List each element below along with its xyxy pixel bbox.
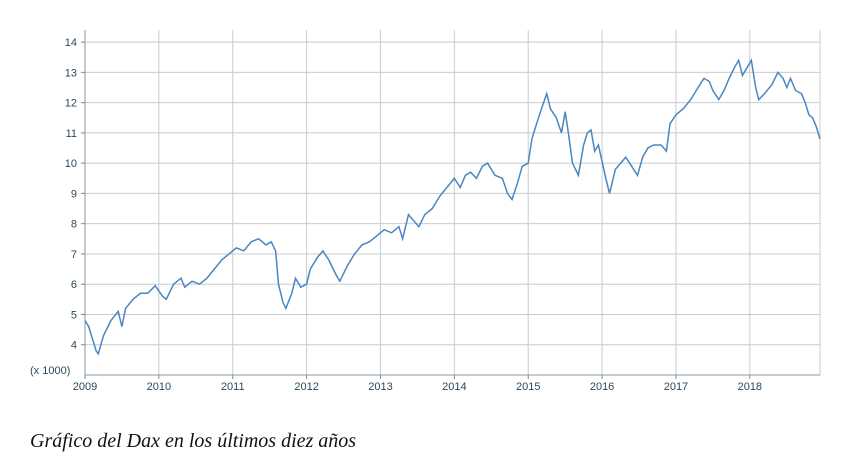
y-tick-label: 14 (65, 37, 77, 49)
y-tick-label: 11 (66, 128, 77, 140)
x-tick-label: 2015 (516, 381, 540, 393)
series-line-dax (84, 58, 821, 356)
figure-caption: Gráfico del Dax en los últimos diez años (30, 430, 357, 452)
y-axis: 4 5 6 7 8 9 10 11 12 13 14 (65, 37, 85, 352)
x-tick-label: 2013 (368, 381, 392, 393)
y-tick-label: 6 (71, 279, 77, 291)
y-tick-label: 13 (65, 67, 77, 79)
y-tick-label: 4 (71, 340, 77, 352)
x-tick-label: 2016 (590, 381, 614, 393)
y-unit-label: (x 1000) (30, 365, 70, 377)
axes (84, 30, 821, 376)
x-tick-label: 2011 (221, 381, 245, 393)
x-tick-label: 2009 (73, 381, 97, 393)
x-axis: 2009 2010 2011 2012 2013 2014 2015 2016 2017 2018 (73, 375, 762, 393)
y-tick-label: 9 (71, 188, 77, 200)
y-tick-label: 12 (65, 98, 77, 110)
x-tick-label: 2012 (294, 381, 318, 393)
y-tick-label: 7 (71, 249, 77, 261)
x-tick-label: 2010 (147, 381, 171, 393)
y-tick-label: 8 (71, 219, 77, 231)
x-tick-label: 2018 (738, 381, 762, 393)
y-tick-label: 5 (71, 309, 77, 321)
x-tick-label: 2014 (442, 381, 466, 393)
y-tick-label: 10 (65, 158, 77, 170)
x-tick-label: 2017 (664, 381, 688, 393)
dax-line-chart: 2009 2010 2011 2012 2013 2014 2015 2016 2017 2018… (30, 30, 821, 393)
